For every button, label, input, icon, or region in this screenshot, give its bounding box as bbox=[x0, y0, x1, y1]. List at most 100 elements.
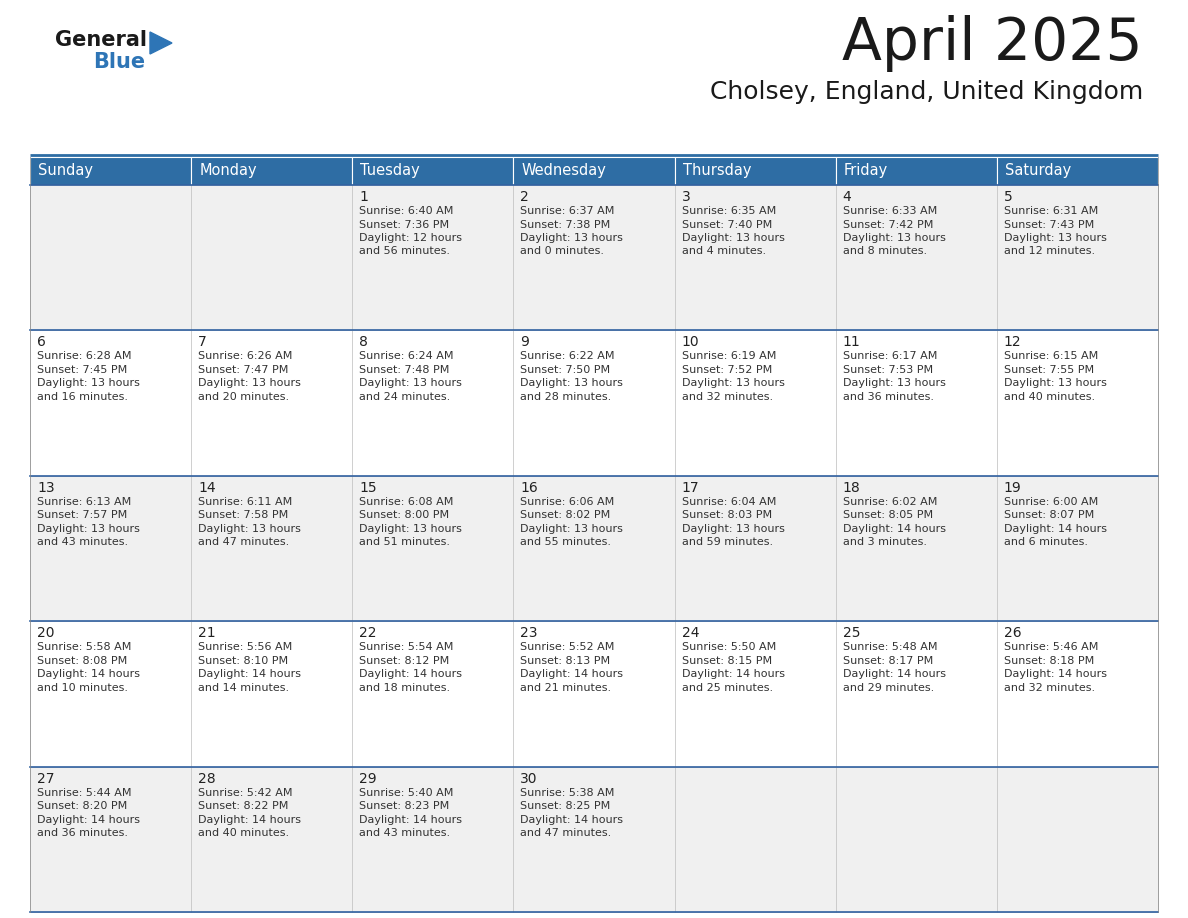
Text: 17: 17 bbox=[682, 481, 700, 495]
Text: Daylight: 12 hours: Daylight: 12 hours bbox=[359, 233, 462, 243]
Bar bbox=[30, 157, 191, 185]
Text: Sunset: 7:48 PM: Sunset: 7:48 PM bbox=[359, 364, 450, 375]
Text: Daylight: 14 hours: Daylight: 14 hours bbox=[359, 669, 462, 679]
Bar bbox=[353, 767, 513, 912]
Text: Daylight: 13 hours: Daylight: 13 hours bbox=[198, 524, 301, 533]
Text: Sunrise: 5:56 AM: Sunrise: 5:56 AM bbox=[198, 643, 292, 652]
Text: and 12 minutes.: and 12 minutes. bbox=[1004, 247, 1095, 256]
Text: Monday: Monday bbox=[200, 163, 257, 178]
Text: 6: 6 bbox=[37, 335, 46, 350]
Text: and 10 minutes.: and 10 minutes. bbox=[37, 683, 128, 693]
Text: Sunset: 7:55 PM: Sunset: 7:55 PM bbox=[1004, 364, 1094, 375]
Text: Sunrise: 5:44 AM: Sunrise: 5:44 AM bbox=[37, 788, 132, 798]
Text: 8: 8 bbox=[359, 335, 368, 350]
Text: Sunrise: 6:00 AM: Sunrise: 6:00 AM bbox=[1004, 497, 1098, 507]
Text: Daylight: 13 hours: Daylight: 13 hours bbox=[842, 378, 946, 388]
Text: and 16 minutes.: and 16 minutes. bbox=[37, 392, 128, 402]
Text: Sunrise: 5:50 AM: Sunrise: 5:50 AM bbox=[682, 643, 776, 652]
Bar bbox=[191, 767, 353, 912]
Text: Sunset: 7:52 PM: Sunset: 7:52 PM bbox=[682, 364, 772, 375]
Text: Sunrise: 6:04 AM: Sunrise: 6:04 AM bbox=[682, 497, 776, 507]
Bar bbox=[513, 185, 675, 330]
Text: Daylight: 13 hours: Daylight: 13 hours bbox=[520, 378, 624, 388]
Text: Daylight: 14 hours: Daylight: 14 hours bbox=[37, 669, 140, 679]
Text: Daylight: 13 hours: Daylight: 13 hours bbox=[37, 524, 140, 533]
Polygon shape bbox=[150, 32, 172, 54]
Text: Sunrise: 6:33 AM: Sunrise: 6:33 AM bbox=[842, 206, 937, 216]
Text: Sunrise: 6:40 AM: Sunrise: 6:40 AM bbox=[359, 206, 454, 216]
Text: and 0 minutes.: and 0 minutes. bbox=[520, 247, 605, 256]
Bar bbox=[353, 157, 513, 185]
Bar bbox=[191, 330, 353, 476]
Text: Sunset: 8:08 PM: Sunset: 8:08 PM bbox=[37, 655, 127, 666]
Text: 2: 2 bbox=[520, 190, 529, 204]
Text: and 51 minutes.: and 51 minutes. bbox=[359, 537, 450, 547]
Text: Sunset: 8:25 PM: Sunset: 8:25 PM bbox=[520, 801, 611, 812]
Text: Daylight: 13 hours: Daylight: 13 hours bbox=[1004, 233, 1107, 243]
Text: 18: 18 bbox=[842, 481, 860, 495]
Text: Daylight: 13 hours: Daylight: 13 hours bbox=[682, 524, 784, 533]
Text: Daylight: 14 hours: Daylight: 14 hours bbox=[842, 524, 946, 533]
Text: Sunset: 8:13 PM: Sunset: 8:13 PM bbox=[520, 655, 611, 666]
Text: Daylight: 14 hours: Daylight: 14 hours bbox=[842, 669, 946, 679]
Text: Sunset: 8:07 PM: Sunset: 8:07 PM bbox=[1004, 510, 1094, 521]
Text: Wednesday: Wednesday bbox=[522, 163, 606, 178]
Text: Sunrise: 5:40 AM: Sunrise: 5:40 AM bbox=[359, 788, 454, 798]
Text: Sunrise: 5:54 AM: Sunrise: 5:54 AM bbox=[359, 643, 454, 652]
Text: and 4 minutes.: and 4 minutes. bbox=[682, 247, 766, 256]
Text: Sunset: 8:05 PM: Sunset: 8:05 PM bbox=[842, 510, 933, 521]
Text: Sunrise: 6:06 AM: Sunrise: 6:06 AM bbox=[520, 497, 614, 507]
Text: Daylight: 13 hours: Daylight: 13 hours bbox=[682, 233, 784, 243]
Text: Sunrise: 6:31 AM: Sunrise: 6:31 AM bbox=[1004, 206, 1098, 216]
Text: and 56 minutes.: and 56 minutes. bbox=[359, 247, 450, 256]
Text: Daylight: 14 hours: Daylight: 14 hours bbox=[198, 814, 301, 824]
Text: Sunset: 7:38 PM: Sunset: 7:38 PM bbox=[520, 219, 611, 230]
Text: 11: 11 bbox=[842, 335, 860, 350]
Text: Daylight: 14 hours: Daylight: 14 hours bbox=[1004, 524, 1107, 533]
Text: Sunrise: 5:52 AM: Sunrise: 5:52 AM bbox=[520, 643, 615, 652]
Bar bbox=[675, 157, 835, 185]
Text: Cholsey, England, United Kingdom: Cholsey, England, United Kingdom bbox=[709, 80, 1143, 104]
Text: Sunrise: 6:08 AM: Sunrise: 6:08 AM bbox=[359, 497, 454, 507]
Text: 15: 15 bbox=[359, 481, 377, 495]
Text: 13: 13 bbox=[37, 481, 55, 495]
Bar bbox=[997, 330, 1158, 476]
Bar bbox=[513, 157, 675, 185]
Bar bbox=[997, 476, 1158, 621]
Text: Sunset: 8:02 PM: Sunset: 8:02 PM bbox=[520, 510, 611, 521]
Text: and 32 minutes.: and 32 minutes. bbox=[1004, 683, 1095, 693]
Text: Sunday: Sunday bbox=[38, 163, 93, 178]
Bar bbox=[353, 621, 513, 767]
Text: Sunset: 8:00 PM: Sunset: 8:00 PM bbox=[359, 510, 449, 521]
Text: 19: 19 bbox=[1004, 481, 1022, 495]
Text: Sunset: 7:58 PM: Sunset: 7:58 PM bbox=[198, 510, 289, 521]
Text: Daylight: 13 hours: Daylight: 13 hours bbox=[842, 233, 946, 243]
Text: and 8 minutes.: and 8 minutes. bbox=[842, 247, 927, 256]
Bar bbox=[191, 157, 353, 185]
Text: Sunset: 8:12 PM: Sunset: 8:12 PM bbox=[359, 655, 449, 666]
Text: Sunrise: 6:35 AM: Sunrise: 6:35 AM bbox=[682, 206, 776, 216]
Text: Blue: Blue bbox=[93, 52, 145, 72]
Text: and 25 minutes.: and 25 minutes. bbox=[682, 683, 772, 693]
Bar bbox=[353, 185, 513, 330]
Text: Sunrise: 5:38 AM: Sunrise: 5:38 AM bbox=[520, 788, 615, 798]
Text: Daylight: 14 hours: Daylight: 14 hours bbox=[520, 814, 624, 824]
Text: and 43 minutes.: and 43 minutes. bbox=[37, 537, 128, 547]
Bar bbox=[997, 621, 1158, 767]
Text: Sunrise: 6:02 AM: Sunrise: 6:02 AM bbox=[842, 497, 937, 507]
Text: 25: 25 bbox=[842, 626, 860, 640]
Bar bbox=[30, 767, 191, 912]
Text: Daylight: 14 hours: Daylight: 14 hours bbox=[37, 814, 140, 824]
Text: and 6 minutes.: and 6 minutes. bbox=[1004, 537, 1088, 547]
Bar bbox=[997, 185, 1158, 330]
Bar bbox=[30, 476, 191, 621]
Text: 27: 27 bbox=[37, 772, 55, 786]
Text: Daylight: 13 hours: Daylight: 13 hours bbox=[359, 378, 462, 388]
Bar bbox=[191, 621, 353, 767]
Text: Saturday: Saturday bbox=[1005, 163, 1072, 178]
Bar bbox=[675, 621, 835, 767]
Text: and 43 minutes.: and 43 minutes. bbox=[359, 828, 450, 838]
Text: Sunrise: 5:58 AM: Sunrise: 5:58 AM bbox=[37, 643, 132, 652]
Bar bbox=[997, 767, 1158, 912]
Bar bbox=[191, 476, 353, 621]
